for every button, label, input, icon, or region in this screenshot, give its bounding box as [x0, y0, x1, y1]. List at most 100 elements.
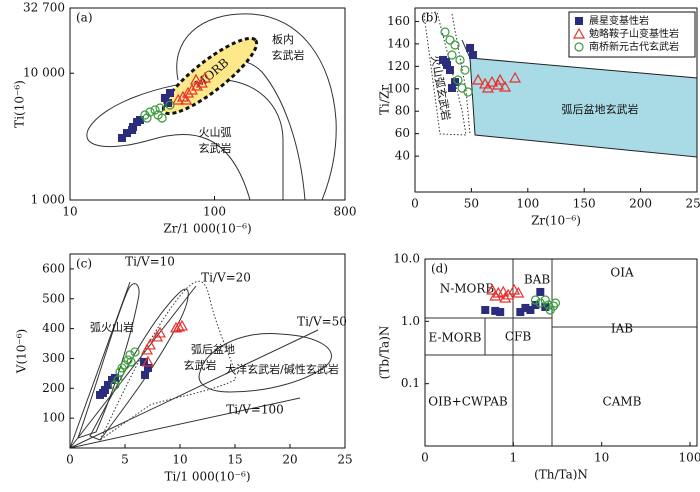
point — [160, 93, 169, 102]
y-tick-label: 300 — [42, 351, 65, 365]
field-label: Ti/V=100 — [226, 403, 284, 417]
point — [536, 287, 545, 296]
field-label: OIA — [610, 266, 634, 280]
y-tick-label: 100 — [42, 411, 65, 425]
field-label: 板内 — [272, 32, 294, 46]
point — [198, 71, 211, 83]
field-label: OIB+CWPAB — [428, 395, 508, 409]
x-tick-label: 200 — [629, 197, 652, 211]
ratio-line — [69, 397, 301, 449]
y-tick-label: 60 — [395, 126, 410, 140]
point — [535, 298, 545, 308]
ocean-field — [198, 332, 332, 393]
panel-label: (b) — [421, 11, 438, 25]
y-tick-label: 1.0 — [401, 314, 420, 328]
point — [165, 89, 174, 98]
point — [140, 110, 150, 120]
y-tick-label: 400 — [42, 321, 65, 335]
point — [521, 303, 530, 312]
field-boundary — [176, 13, 337, 201]
field-label: Ti/V=50 — [297, 315, 347, 329]
point — [530, 295, 541, 305]
y-tick-label: 160 — [387, 14, 410, 28]
x-axis-label: Zr(10⁻⁶) — [531, 214, 581, 228]
plot-frame — [414, 7, 698, 193]
point — [481, 305, 490, 314]
back-arc-field — [99, 280, 236, 441]
y-tick-label: 0.1 — [401, 376, 420, 390]
point — [440, 27, 450, 37]
y-tick-label: 80 — [395, 104, 410, 118]
field-label: N-MORB — [440, 282, 495, 296]
field-label: IAB — [611, 322, 633, 336]
fields-a — [86, 13, 337, 201]
y-tick-label: 40 — [395, 149, 410, 163]
point — [509, 71, 522, 83]
panel-label: (c) — [76, 257, 92, 271]
point — [498, 80, 512, 92]
point — [191, 79, 204, 91]
field-label: 弧后盆地 — [191, 342, 235, 356]
x-axis-label: (Th/Ta)N — [534, 468, 588, 482]
point — [190, 73, 203, 85]
point — [540, 295, 550, 305]
y-tick-label: 120 — [387, 59, 410, 73]
y-tick-label: 500 — [42, 291, 65, 305]
field-label: 玄武岩 — [199, 141, 232, 155]
point — [486, 75, 499, 87]
point — [463, 87, 473, 97]
point — [472, 73, 485, 85]
field-label: 大洋玄武岩/碱性玄武岩 — [225, 362, 339, 376]
x-tick-label: 20 — [282, 453, 297, 467]
plot-frame — [69, 7, 346, 201]
x-tick-label: 0 — [421, 451, 429, 465]
x-tick-label: 50 — [464, 197, 479, 211]
point — [489, 289, 502, 301]
x-tick-label: 1 — [510, 451, 518, 465]
point — [141, 370, 150, 379]
x-tick-label: 250 — [686, 197, 700, 211]
ratio-line — [69, 329, 319, 449]
x-tick-label: 100 — [679, 451, 700, 465]
point — [142, 113, 152, 123]
point — [445, 66, 454, 75]
point — [153, 326, 166, 338]
y-axis-label: V(10⁻⁶) — [15, 329, 29, 374]
legend-marker — [575, 17, 583, 25]
y-axis-label: Ti/Zr — [378, 85, 392, 115]
x-tick-label: 25 — [337, 453, 352, 467]
legend-box — [568, 11, 696, 58]
point — [453, 75, 463, 85]
x-axis-label: Ti/1 000(10⁻⁶) — [164, 470, 250, 484]
x-tick-label: 5 — [121, 453, 129, 467]
point — [466, 43, 475, 52]
point — [531, 300, 540, 309]
point — [450, 40, 460, 50]
x-tick-label: 10 — [172, 453, 187, 467]
point — [122, 129, 131, 138]
x-tick-label: 100 — [203, 205, 226, 219]
point — [445, 35, 455, 45]
point — [117, 363, 127, 373]
y-tick-label: 10.0 — [393, 252, 420, 266]
point — [180, 93, 193, 105]
point — [150, 105, 160, 115]
point — [164, 99, 173, 108]
point — [455, 55, 465, 65]
point — [512, 286, 525, 298]
point — [130, 347, 140, 357]
field-label: CFB — [505, 330, 532, 344]
plot-frame — [424, 258, 698, 447]
ratio-line — [69, 285, 197, 449]
point — [126, 357, 136, 367]
legend-marker — [574, 42, 584, 52]
field-label: 弧火山岩 — [90, 320, 134, 334]
morb-field — [161, 36, 259, 116]
point — [143, 338, 156, 350]
x-axis-label: Zr/1 000(10⁻⁶) — [163, 222, 251, 236]
y-tick-label: 10 000 — [23, 66, 65, 80]
point — [140, 357, 149, 366]
field-label: Ti/V=20 — [201, 271, 251, 285]
point — [508, 283, 521, 295]
